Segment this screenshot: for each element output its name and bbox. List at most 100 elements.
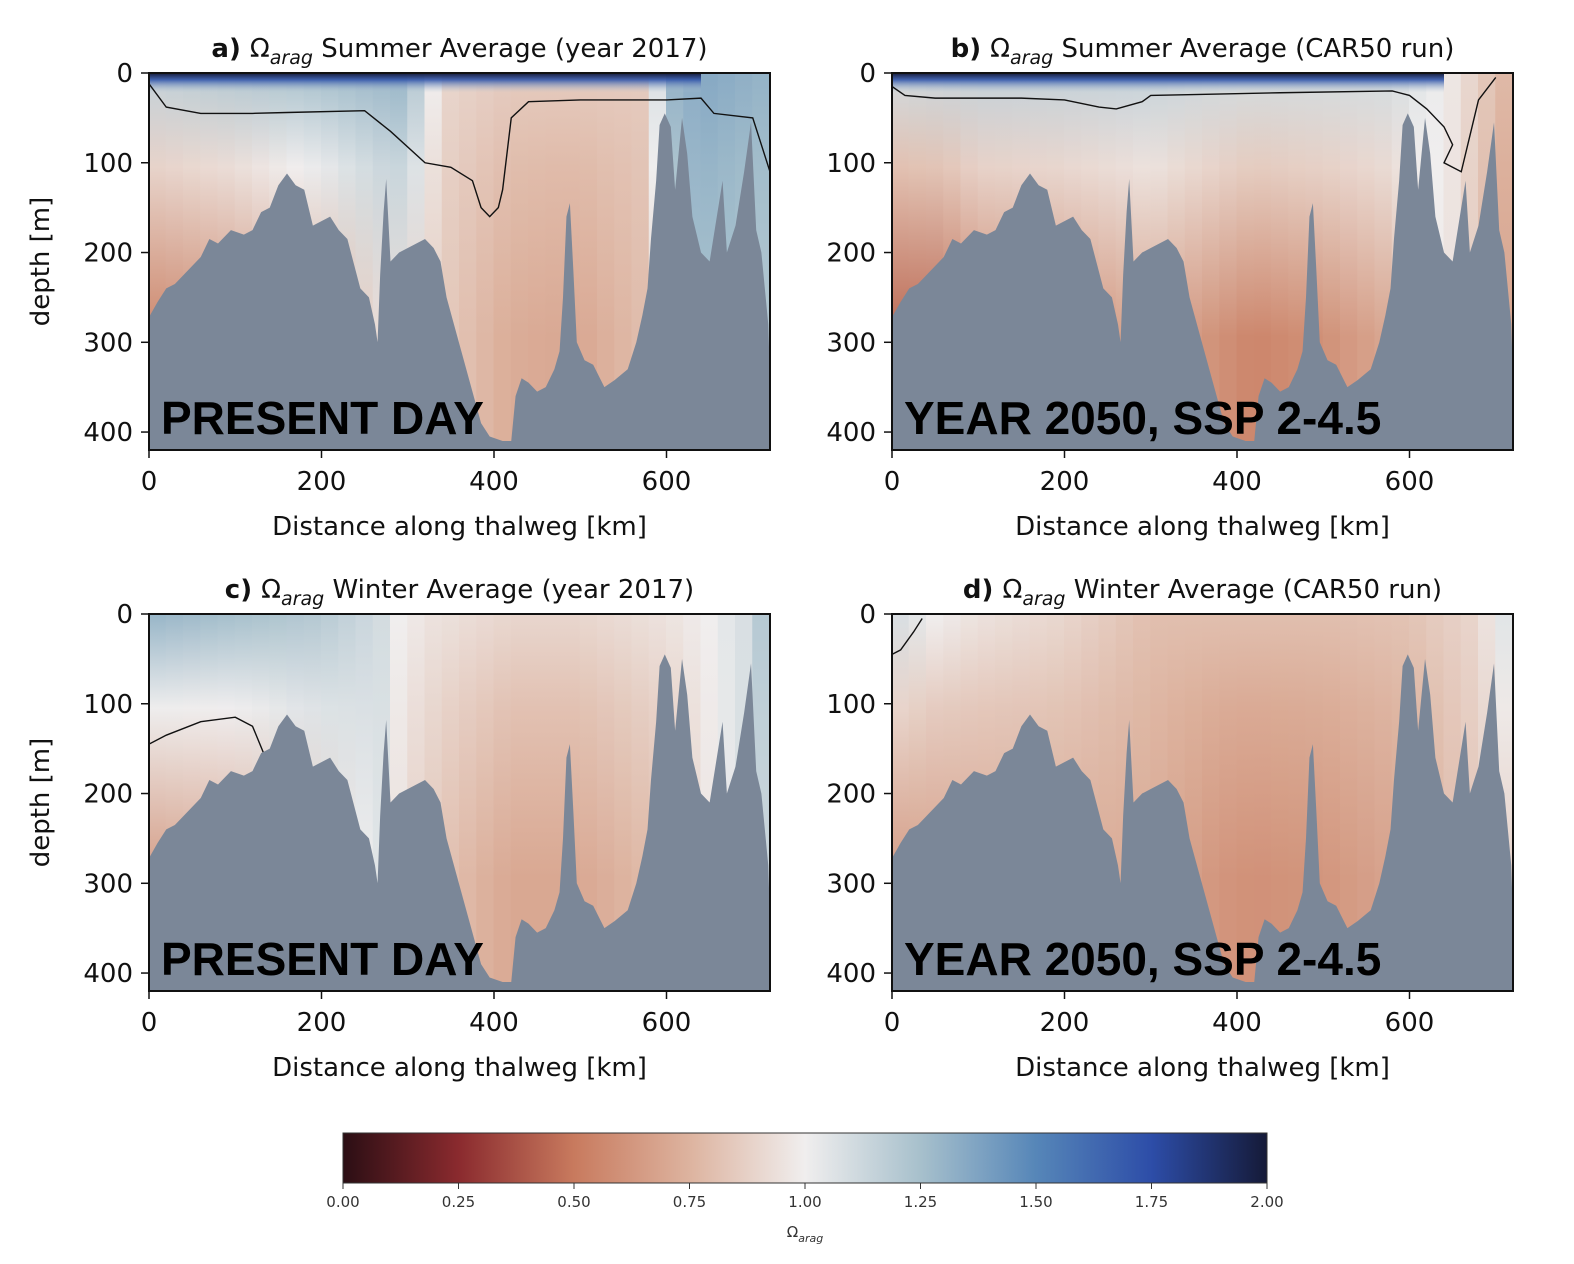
x-tick-label: 200	[1040, 467, 1090, 497]
overlay-label: PRESENT DAY	[161, 392, 484, 444]
x-tick-label: 600	[642, 467, 692, 497]
bathymetry	[892, 654, 1513, 991]
x-tick-label: 200	[297, 467, 347, 497]
y-tick-label: 300	[83, 869, 133, 899]
panel-c: 0 200 400 600 0 100 200 300 400 Distance along th…	[26, 575, 771, 1083]
omega-column	[1271, 73, 1290, 450]
y-tick-label: 0	[116, 59, 133, 89]
x-tick-label: 200	[1040, 1008, 1090, 1038]
x-axis-label: Distance along thalweg [km]	[1015, 1053, 1390, 1083]
y-axis-label: depth [m]	[26, 738, 56, 868]
title-subscript: arag	[281, 588, 324, 610]
omega-column	[510, 73, 529, 450]
colorbar-tick-label: 0.00	[326, 1193, 359, 1211]
x-tick-label: 400	[1212, 467, 1262, 497]
omega-column	[493, 73, 512, 450]
title-subscript: arag	[270, 47, 313, 69]
omega-column	[579, 614, 598, 991]
omega-column	[1253, 614, 1272, 991]
colorbar-tick-label: 0.50	[557, 1193, 590, 1211]
omega-column	[1202, 614, 1221, 991]
omega-field	[892, 614, 1513, 991]
omega-field	[149, 614, 770, 991]
omega-column	[459, 73, 478, 450]
omega-column	[1271, 614, 1290, 991]
title-subscript: arag	[1010, 47, 1053, 69]
omega-column	[459, 614, 478, 991]
x-tick-label: 400	[1212, 1008, 1262, 1038]
y-tick-label: 400	[83, 418, 133, 448]
omega-column	[1219, 614, 1238, 991]
y-tick-label: 300	[826, 869, 876, 899]
chart-panels: 0 200 400 600 0 100 200 300 400 Distance along th…	[26, 34, 1514, 1083]
title-omega: Ω	[990, 34, 1010, 64]
omega-column	[1340, 73, 1359, 450]
panel-d: 0 200 400 600 0 100 200 300 400 Distance along th…	[826, 575, 1514, 1083]
bathymetry	[892, 113, 1513, 450]
x-tick-label: 0	[884, 1008, 901, 1038]
y-tick-label: 0	[859, 600, 876, 630]
title-rest: Summer Average (year 2017)	[313, 34, 708, 64]
omega-column	[1219, 73, 1238, 450]
omega-column	[1322, 614, 1341, 991]
colorbar-tick-label: 1.50	[1019, 1193, 1052, 1211]
plot-frame	[148, 72, 771, 451]
colorbar-tick-label: 1.75	[1135, 1193, 1168, 1211]
colorbar-tick-label: 0.25	[442, 1193, 475, 1211]
contour-omega-1	[892, 77, 1497, 173]
overlay-label: YEAR 2050, SSP 2-4.5	[904, 392, 1381, 444]
panel-letter: b)	[951, 34, 991, 64]
title-omega: Ω	[250, 34, 270, 64]
y-tick-label: 0	[859, 59, 876, 89]
colorbar-label: Ωarag	[787, 1223, 823, 1245]
omega-column	[1202, 73, 1221, 450]
y-tick-label: 200	[826, 780, 876, 810]
panel-title: d) Ωarag Winter Average (CAR50 run)	[963, 575, 1442, 610]
x-tick-label: 600	[642, 1008, 692, 1038]
x-tick-label: 0	[141, 1008, 158, 1038]
overlay-label: PRESENT DAY	[161, 933, 484, 985]
colorbar: 0.00 0.25 0.50 0.75 1.00 1.25 1.50 1.75 2.00 Ωar…	[326, 1132, 1284, 1245]
omega-column	[1357, 73, 1376, 450]
panel-b: 0 200 400 600 0 100 200 300 400 Distance along th…	[826, 34, 1514, 542]
plot-frame	[891, 613, 1514, 992]
y-tick-label: 100	[826, 690, 876, 720]
panel-letter: c)	[225, 575, 261, 605]
omega-column	[1357, 614, 1376, 991]
colorbar-gradient	[342, 1132, 1268, 1184]
y-tick-label: 100	[83, 149, 133, 179]
panel-letter: d)	[963, 575, 1003, 605]
colorbar-tick-label: 2.00	[1250, 1193, 1283, 1211]
y-tick-label: 400	[826, 418, 876, 448]
omega-column	[614, 614, 633, 991]
panel-letter: a)	[211, 34, 249, 64]
omega-column	[1253, 73, 1272, 450]
y-tick-label: 200	[826, 239, 876, 269]
omega-column	[597, 614, 616, 991]
panel-title: a) Ωarag Summer Average (year 2017)	[211, 34, 707, 69]
colorbar-tick-label: 0.75	[673, 1193, 706, 1211]
bathymetry	[149, 113, 770, 450]
omega-column	[493, 614, 512, 991]
x-axis-label: Distance along thalweg [km]	[272, 1053, 647, 1083]
x-tick-label: 0	[141, 467, 158, 497]
omega-column	[1322, 73, 1341, 450]
title-omega: Ω	[261, 575, 281, 605]
omega-column	[528, 614, 547, 991]
contour-omega-1	[892, 618, 923, 656]
y-tick-label: 300	[83, 328, 133, 358]
panel-title: b) Ωarag Summer Average (CAR50 run)	[951, 34, 1455, 69]
contour-omega-1	[149, 83, 770, 218]
panel-title: c) Ωarag Winter Average (year 2017)	[225, 575, 694, 610]
x-tick-label: 400	[469, 1008, 519, 1038]
x-axis-label: Distance along thalweg [km]	[1015, 512, 1390, 542]
title-subscript: arag	[1022, 588, 1065, 610]
colorbar-tick-label: 1.25	[904, 1193, 937, 1211]
omega-column	[579, 73, 598, 450]
omega-column	[614, 73, 633, 450]
title-rest: Winter Average (CAR50 run)	[1066, 575, 1443, 605]
overlay-label: YEAR 2050, SSP 2-4.5	[904, 933, 1381, 985]
plot-frame	[148, 613, 771, 992]
panel-a: 0 200 400 600 0 100 200 300 400 Distance along th…	[26, 34, 771, 542]
